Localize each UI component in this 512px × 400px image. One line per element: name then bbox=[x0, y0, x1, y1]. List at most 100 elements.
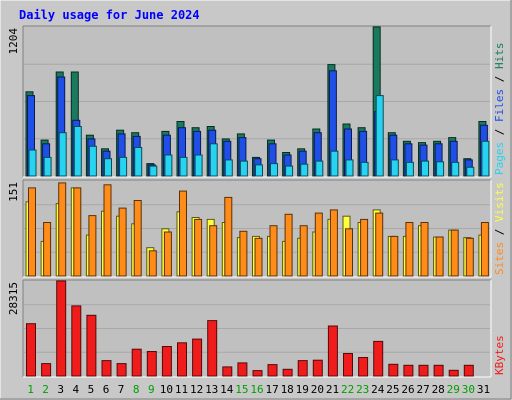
bar-kbytes-day-1 bbox=[26, 323, 36, 377]
bar-pages-day-26 bbox=[405, 161, 414, 177]
bar-pages-day-10 bbox=[164, 154, 173, 177]
day-labels: 1 2 3 4 5 6 7 8 9 10 11 12 13 14 15 16 17 18 19 20 21 22 23 24 2… bbox=[27, 383, 490, 396]
day-label-24: 24 bbox=[371, 383, 385, 396]
side-legend-hits-files-pages: Pages / Files / Hits bbox=[493, 43, 506, 176]
bar-sites-day-7 bbox=[118, 207, 127, 277]
day-label-16: 16 bbox=[250, 383, 263, 396]
bar-sites-day-24 bbox=[375, 212, 384, 277]
legend-separator: / bbox=[493, 222, 506, 242]
bar-kbytes-day-26 bbox=[403, 364, 414, 377]
bar-kbytes-day-24 bbox=[373, 340, 384, 377]
bar-kbytes-day-13 bbox=[207, 320, 218, 377]
bar-sites-day-17 bbox=[269, 225, 278, 277]
bar-kbytes-day-10 bbox=[161, 346, 172, 377]
day-label-21: 21 bbox=[326, 383, 339, 396]
panel-visits-sites: 151 Sites / Visits bbox=[7, 179, 506, 278]
bar-pages-day-14 bbox=[224, 159, 233, 177]
bar-kbytes-day-28 bbox=[433, 364, 444, 377]
bar-pages-day-29 bbox=[451, 161, 460, 177]
bar-sites-day-14 bbox=[224, 196, 233, 277]
legend-visits: Visits bbox=[493, 182, 506, 222]
day-label-22: 22 bbox=[341, 383, 354, 396]
bar-pages-day-11 bbox=[179, 156, 188, 177]
bar-pages-day-1 bbox=[28, 149, 37, 177]
day-label-10: 10 bbox=[160, 383, 173, 396]
bar-pages-day-6 bbox=[104, 158, 112, 177]
bar-kbytes-day-19 bbox=[297, 360, 308, 377]
bar-pages-day-18 bbox=[285, 165, 294, 177]
bar-kbytes-day-14 bbox=[222, 366, 233, 377]
bar-pages-day-20 bbox=[315, 160, 324, 177]
bar-pages-day-17 bbox=[270, 163, 278, 177]
bar-pages-day-27 bbox=[421, 160, 429, 177]
bar-kbytes-day-29 bbox=[448, 369, 459, 377]
bar-sites-day-16 bbox=[254, 237, 263, 277]
bar-sites-day-20 bbox=[314, 212, 323, 277]
day-label-20: 20 bbox=[311, 383, 324, 396]
side-legend-text: Pages / Files / Hits bbox=[493, 43, 506, 176]
bar-kbytes-day-4 bbox=[71, 305, 82, 377]
day-label-6: 6 bbox=[103, 383, 110, 396]
bar-pages-day-13 bbox=[209, 143, 218, 177]
bar-kbytes-day-5 bbox=[86, 314, 97, 377]
day-label-5: 5 bbox=[88, 383, 95, 396]
bar-kbytes-day-7 bbox=[116, 363, 127, 377]
day-label-30: 30 bbox=[462, 383, 475, 396]
bar-kbytes-day-2 bbox=[41, 363, 52, 377]
day-label-27: 27 bbox=[416, 383, 429, 396]
side-legend-text: KBytes bbox=[493, 335, 506, 375]
bar-pages-day-3 bbox=[58, 132, 67, 177]
bar-kbytes-day-16 bbox=[252, 370, 263, 377]
bar-kbytes-day-27 bbox=[418, 364, 429, 377]
bar-pages-day-12 bbox=[194, 154, 203, 177]
bar-sites-day-8 bbox=[133, 200, 142, 277]
bar-kbytes-day-12 bbox=[192, 338, 203, 377]
day-label-28: 28 bbox=[432, 383, 445, 396]
bar-pages-day-5 bbox=[88, 145, 97, 177]
legend-hits: Hits bbox=[493, 43, 506, 70]
day-label-19: 19 bbox=[296, 383, 309, 396]
bar-pages-day-16 bbox=[255, 164, 263, 177]
panel-kbytes: 28315 KBytes bbox=[7, 279, 506, 378]
side-legend-text: Sites / Visits bbox=[493, 182, 506, 275]
bar-sites-day-19 bbox=[299, 225, 308, 277]
bar-pages-day-31 bbox=[481, 140, 490, 177]
day-label-4: 4 bbox=[72, 383, 79, 396]
side-legend-visits-sites: Sites / Visits bbox=[493, 182, 506, 275]
legend-separator: / bbox=[493, 122, 506, 142]
day-label-26: 26 bbox=[401, 383, 414, 396]
legend-separator: / bbox=[493, 69, 506, 89]
bar-sites-day-21 bbox=[329, 209, 338, 277]
legend-files: Files bbox=[493, 89, 506, 122]
bar-sites-day-22 bbox=[345, 228, 353, 277]
day-label-2: 2 bbox=[42, 383, 49, 396]
bar-sites-day-25 bbox=[390, 235, 399, 277]
bar-sites-day-1 bbox=[28, 187, 36, 277]
bar-pages-day-4 bbox=[73, 126, 82, 177]
bar-kbytes-day-25 bbox=[388, 363, 399, 377]
bar-kbytes-day-6 bbox=[101, 360, 112, 377]
y-max-label: 151 bbox=[7, 182, 20, 202]
panel-hits-files-pages: 1204 Pages / Files / Hits bbox=[7, 25, 506, 178]
bar-sites-day-31 bbox=[480, 222, 489, 277]
day-label-18: 18 bbox=[281, 383, 294, 396]
bar-kbytes-day-20 bbox=[312, 359, 323, 377]
bar-sites-day-13 bbox=[209, 225, 218, 277]
bar-pages-day-24 bbox=[375, 95, 384, 177]
bar-kbytes-day-21 bbox=[327, 325, 338, 377]
bar-pages-day-22 bbox=[345, 159, 354, 177]
bar-pages-day-8 bbox=[134, 147, 143, 177]
y-max-label: 1204 bbox=[7, 28, 20, 55]
bar-kbytes-day-9 bbox=[146, 351, 157, 377]
day-label-11: 11 bbox=[175, 383, 188, 396]
day-label-8: 8 bbox=[133, 383, 140, 396]
legend-sites: Sites bbox=[493, 242, 506, 275]
day-label-23: 23 bbox=[356, 383, 369, 396]
bar-kbytes-day-8 bbox=[131, 348, 142, 377]
bar-sites-day-27 bbox=[420, 222, 429, 277]
bar-sites-day-3 bbox=[58, 182, 67, 277]
bar-sites-day-5 bbox=[88, 215, 97, 277]
bar-kbytes-day-3 bbox=[56, 280, 67, 377]
bar-kbytes-day-18 bbox=[282, 368, 293, 377]
